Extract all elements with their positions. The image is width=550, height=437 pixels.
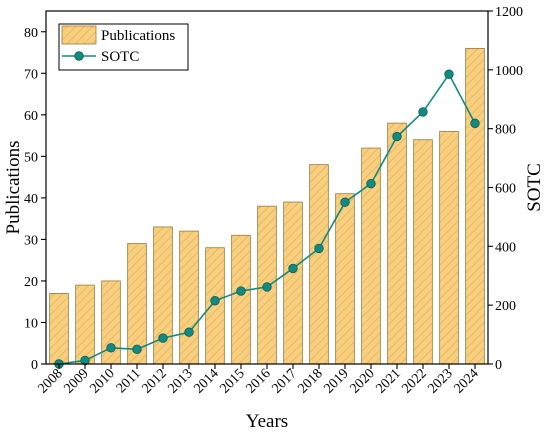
legend-swatch-sotc-marker [74, 51, 84, 61]
sotc-point-2011 [132, 344, 142, 354]
x-tick-label: 2015 [217, 366, 247, 396]
x-tick-label: 2024 [451, 366, 481, 396]
left-tick-label: 40 [24, 192, 38, 207]
sotc-point-2013 [184, 327, 194, 337]
right-tick-label: 600 [495, 182, 516, 197]
sotc-point-2023 [444, 69, 454, 79]
bar-2022 [413, 139, 433, 365]
x-axis-title: Years [246, 411, 288, 432]
legend: Publications SOTC [58, 23, 189, 71]
sotc-point-2015 [236, 286, 246, 296]
x-tick-label: 2011 [114, 366, 144, 396]
left-tick-label: 30 [24, 233, 38, 248]
right-tick-label: 1000 [495, 64, 523, 79]
legend-label-sotc: SOTC [101, 49, 139, 65]
sotc-point-2017 [288, 263, 298, 274]
left-tick-label: 50 [24, 150, 38, 165]
right-tick-label: 1200 [495, 5, 523, 20]
sotc-point-2016 [262, 282, 272, 292]
x-tick-label: 2012 [139, 366, 169, 396]
bar-2017 [283, 201, 303, 365]
sotc-point-2024 [470, 118, 480, 129]
left-tick-label: 80 [24, 26, 38, 41]
bar-2013 [179, 230, 199, 365]
sotc-point-2022 [418, 107, 428, 117]
x-tick-label: 2017 [269, 366, 299, 396]
left-tick-label: 10 [24, 316, 38, 331]
left-tick-label: 60 [24, 109, 38, 124]
left-tick-label: 20 [24, 275, 38, 290]
x-tick-label: 2020 [347, 366, 377, 396]
bar-2018 [309, 164, 329, 365]
x-tick-label: 2008 [35, 366, 65, 396]
x-tick-label: 2018 [295, 366, 325, 396]
sotc-point-2019 [340, 197, 350, 207]
sotc-point-2018 [314, 243, 324, 254]
right-tick-label: 400 [495, 240, 516, 255]
x-tick-label: 2022 [399, 366, 429, 396]
left-tick-label: 70 [24, 67, 38, 82]
left-tick-label: 0 [31, 358, 38, 373]
bar-2015 [231, 234, 251, 365]
right-axis-title: SOTC [524, 163, 545, 212]
x-tick-label: 2016 [243, 366, 273, 396]
right-tick-label: 800 [495, 123, 516, 138]
bar-2024 [465, 47, 485, 365]
x-tick-label: 2019 [321, 366, 351, 396]
bar-2023 [439, 131, 459, 365]
bar-2012 [153, 226, 173, 365]
x-tick-label: 2009 [61, 366, 91, 396]
right-tick-label: 200 [495, 299, 516, 314]
left-axis-title: Publications [3, 141, 24, 235]
x-tick-label: 2010 [87, 366, 117, 396]
bar-2019 [335, 193, 355, 365]
x-tick-label: 2021 [373, 366, 403, 396]
bars-layer [49, 47, 485, 365]
x-tick-label: 2023 [425, 366, 455, 396]
bar-2009 [75, 284, 95, 365]
sotc-point-2010 [106, 343, 116, 353]
legend-swatch-publications [61, 25, 97, 45]
sotc-point-2014 [210, 296, 220, 306]
right-tick-label: 0 [495, 358, 502, 373]
bar-2008 [49, 292, 69, 365]
bar-2021 [387, 122, 407, 365]
bar-2014 [205, 247, 225, 365]
sotc-point-2020 [366, 178, 376, 189]
sotc-point-2021 [392, 131, 402, 142]
sotc-point-2012 [158, 333, 168, 343]
x-tick-label: 2014 [191, 366, 221, 396]
sotc-line-layer [54, 69, 480, 369]
x-tick-label: 2013 [165, 366, 195, 396]
legend-label-publications: Publications [101, 28, 175, 44]
